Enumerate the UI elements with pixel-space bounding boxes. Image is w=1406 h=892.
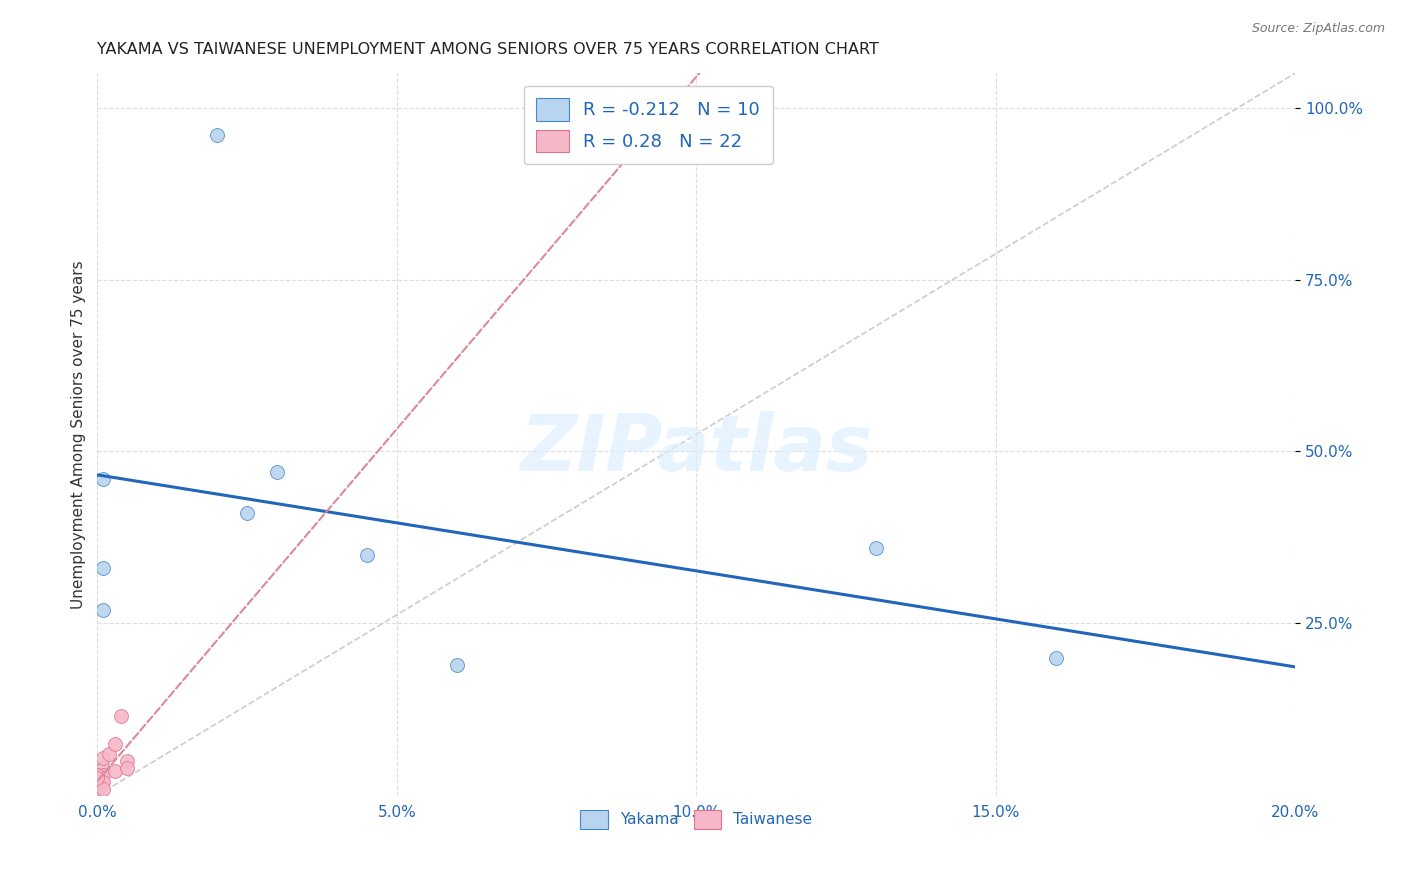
Point xyxy=(86,774,108,789)
Text: Source: ZipAtlas.com: Source: ZipAtlas.com xyxy=(1251,22,1385,36)
Point xyxy=(91,774,114,789)
Point xyxy=(266,465,288,479)
Point xyxy=(446,657,468,672)
Point xyxy=(86,781,108,796)
Point xyxy=(865,541,887,555)
Point xyxy=(91,768,114,782)
Point xyxy=(86,785,108,799)
Point xyxy=(117,754,139,768)
Text: YAKAMA VS TAIWANESE UNEMPLOYMENT AMONG SENIORS OVER 75 YEARS CORRELATION CHART: YAKAMA VS TAIWANESE UNEMPLOYMENT AMONG S… xyxy=(97,42,879,57)
Point xyxy=(110,709,132,723)
Point xyxy=(86,771,108,785)
Point xyxy=(91,781,114,796)
Point xyxy=(86,774,108,789)
Point xyxy=(1045,650,1067,665)
Point xyxy=(104,764,127,779)
Point xyxy=(86,778,108,792)
Text: ZIPatlas: ZIPatlas xyxy=(520,410,872,487)
Y-axis label: Unemployment Among Seniors over 75 years: Unemployment Among Seniors over 75 years xyxy=(72,260,86,608)
Point xyxy=(98,747,121,761)
Point xyxy=(86,768,108,782)
Point xyxy=(86,781,108,796)
Point xyxy=(86,778,108,792)
Point xyxy=(86,768,108,782)
Point xyxy=(91,750,114,764)
Point xyxy=(205,128,228,142)
Point xyxy=(91,761,114,775)
Legend: Yakama, Taiwanese: Yakama, Taiwanese xyxy=(574,804,818,835)
Point xyxy=(91,472,114,486)
Point xyxy=(236,507,259,521)
Point xyxy=(104,737,127,751)
Point xyxy=(117,761,139,775)
Point xyxy=(356,548,378,562)
Point xyxy=(86,771,108,785)
Point xyxy=(91,561,114,575)
Point xyxy=(91,603,114,617)
